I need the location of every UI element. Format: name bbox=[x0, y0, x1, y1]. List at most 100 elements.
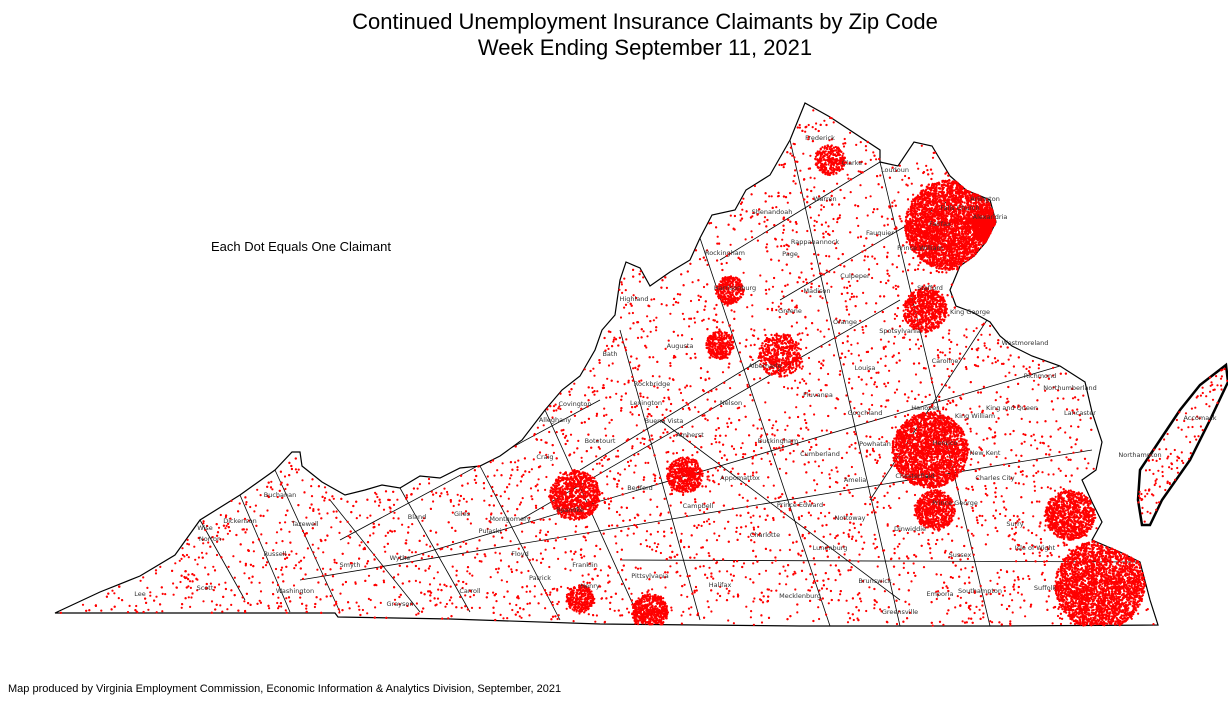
claimant-dot bbox=[801, 129, 804, 132]
claimant-dot bbox=[854, 433, 857, 436]
claimant-dot bbox=[1137, 612, 1140, 615]
claimant-dot bbox=[971, 547, 974, 550]
claimant-dot bbox=[939, 351, 942, 354]
claimant-dot bbox=[955, 486, 959, 489]
claimant-dot bbox=[815, 394, 818, 397]
claimant-dot bbox=[172, 593, 175, 596]
claimant-dot bbox=[591, 468, 595, 471]
claimant-dot bbox=[715, 599, 718, 602]
claimant-dot bbox=[710, 610, 713, 613]
claimant-dot bbox=[530, 521, 534, 524]
claimant-dot bbox=[984, 519, 987, 522]
claimant-dot bbox=[667, 388, 670, 391]
claimant-dot bbox=[553, 547, 556, 550]
claimant-dot bbox=[680, 614, 683, 617]
claimant-dot bbox=[555, 431, 558, 434]
claimant-dot bbox=[965, 487, 968, 490]
claimant-dot bbox=[865, 455, 868, 458]
claimant-dot bbox=[528, 559, 531, 562]
claimant-dot bbox=[663, 535, 666, 538]
claimant-dot bbox=[258, 581, 261, 584]
claimant-dot bbox=[595, 614, 599, 617]
claimant-dot bbox=[483, 553, 486, 556]
claimant-dot bbox=[433, 597, 436, 600]
claimant-dot bbox=[969, 381, 972, 384]
claimant-dot bbox=[1032, 433, 1035, 436]
claimant-dot bbox=[621, 341, 624, 344]
claimant-dot bbox=[844, 300, 847, 303]
claimant-dot bbox=[622, 519, 625, 522]
claimant-dot bbox=[976, 519, 979, 522]
claimant-dot bbox=[546, 530, 550, 534]
claimant-dot bbox=[872, 542, 875, 545]
claimant-dot bbox=[1017, 465, 1020, 468]
claimant-dot bbox=[773, 276, 776, 280]
claimant-dot bbox=[1074, 443, 1077, 446]
claimant-dot bbox=[202, 600, 205, 603]
claimant-dot bbox=[845, 451, 848, 454]
claimant-dot bbox=[669, 312, 672, 315]
claimant-dot bbox=[897, 191, 900, 194]
claimant-dot bbox=[723, 454, 726, 457]
claimant-dot bbox=[704, 485, 708, 488]
claimant-dot bbox=[879, 608, 882, 611]
claimant-dot bbox=[180, 574, 183, 577]
claimant-dot bbox=[980, 333, 983, 336]
claimant-dot bbox=[312, 551, 315, 554]
claimant-dot bbox=[807, 589, 810, 592]
claimant-dot bbox=[377, 504, 381, 507]
claimant-dot bbox=[511, 608, 514, 612]
claimant-dot bbox=[299, 559, 303, 562]
claimant-dot bbox=[1005, 409, 1008, 412]
claimant-dot bbox=[803, 379, 806, 383]
claimant-dot bbox=[202, 542, 205, 545]
claimant-dot bbox=[874, 418, 877, 421]
claimant-dot bbox=[851, 535, 854, 538]
claimant-dot bbox=[670, 527, 673, 530]
claimant-dot bbox=[844, 356, 847, 359]
claimant-dot bbox=[792, 541, 795, 544]
claimant-dot bbox=[582, 580, 585, 583]
claimant-dot bbox=[715, 313, 718, 316]
claimant-dot bbox=[562, 432, 565, 436]
claimant-dot bbox=[382, 508, 386, 511]
claimant-dot bbox=[955, 404, 958, 407]
claimant-dot bbox=[991, 362, 994, 365]
claimant-dot bbox=[710, 221, 713, 225]
claimant-dot bbox=[733, 317, 736, 320]
claimant-dot bbox=[392, 490, 395, 493]
claimant-dot bbox=[507, 565, 510, 568]
claimant-dot bbox=[535, 559, 538, 562]
claimant-dot bbox=[807, 123, 810, 127]
claimant-dot bbox=[1023, 440, 1026, 443]
claimant-dot bbox=[805, 421, 808, 425]
claimant-dot bbox=[886, 217, 889, 220]
claimant-dot bbox=[495, 568, 498, 571]
claimant-dot bbox=[793, 156, 796, 159]
claimant-dot bbox=[603, 497, 606, 500]
claimant-dot bbox=[211, 536, 214, 539]
claimant-dot bbox=[383, 545, 386, 549]
claimant-dot bbox=[750, 293, 753, 297]
claimant-dot bbox=[879, 338, 883, 341]
claimant-dot bbox=[382, 570, 385, 573]
claimant-dot bbox=[319, 598, 322, 601]
claimant-dot bbox=[750, 610, 753, 613]
claimant-dot bbox=[902, 562, 906, 565]
claimant-dot bbox=[541, 507, 544, 510]
claimant-dot bbox=[777, 496, 780, 499]
claimant-dot bbox=[804, 316, 807, 319]
claimant-dot bbox=[892, 483, 895, 486]
claimant-dot bbox=[712, 558, 715, 561]
claimant-dot bbox=[1058, 606, 1061, 609]
claimant-dot bbox=[373, 558, 376, 561]
claimant-dot bbox=[412, 487, 415, 490]
claimant-dot bbox=[817, 378, 820, 381]
claimant-dot bbox=[651, 588, 654, 591]
claimant-dot bbox=[278, 521, 281, 524]
county-border bbox=[719, 161, 881, 261]
claimant-dot bbox=[616, 483, 619, 486]
claimant-dot bbox=[843, 286, 846, 289]
claimant-dot bbox=[889, 506, 892, 509]
claimant-dot bbox=[1068, 548, 1071, 552]
